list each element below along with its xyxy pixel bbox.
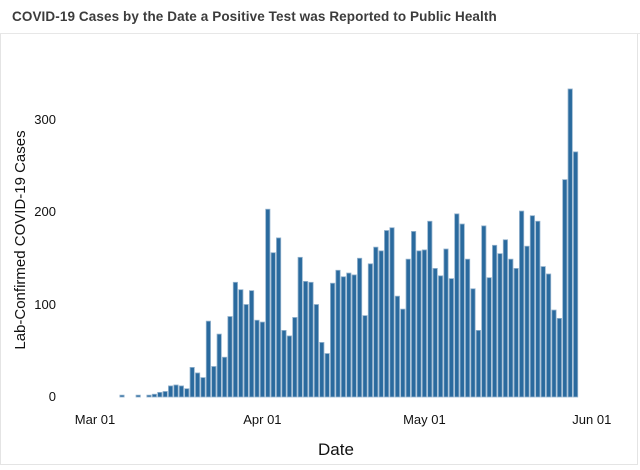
y-tick-label: 200 — [34, 204, 56, 219]
bar — [173, 384, 179, 398]
bar — [411, 231, 417, 398]
bar — [421, 249, 427, 398]
bar — [243, 304, 249, 398]
bar — [551, 309, 557, 398]
bar — [465, 258, 471, 398]
bar — [475, 329, 481, 398]
bar — [162, 391, 168, 398]
bar — [146, 394, 152, 398]
bar — [189, 366, 195, 398]
bar — [286, 335, 292, 398]
bar — [389, 227, 395, 398]
bar — [211, 366, 217, 398]
bar — [438, 275, 444, 398]
bar — [303, 280, 309, 398]
bar — [508, 258, 514, 398]
x-tick-label: Mar 01 — [74, 412, 116, 427]
bar — [497, 253, 503, 398]
bar — [259, 321, 265, 398]
bar — [200, 377, 206, 398]
bar — [378, 250, 384, 398]
bar — [529, 215, 535, 398]
bar — [195, 372, 201, 398]
bar — [178, 385, 184, 398]
bar — [573, 151, 579, 398]
bar — [384, 230, 390, 398]
bar — [351, 274, 357, 398]
bar — [340, 276, 346, 398]
bar — [205, 320, 211, 398]
bar — [276, 237, 282, 398]
bar — [481, 225, 487, 398]
x-axis-title: Date — [318, 440, 354, 459]
bar — [427, 220, 433, 398]
bar — [292, 317, 298, 398]
bar — [119, 394, 125, 398]
bar — [556, 317, 562, 398]
chart-title: COVID-19 Cases by the Date a Positive Te… — [12, 9, 497, 24]
bar — [405, 258, 411, 398]
x-tick-label: Apr 01 — [243, 412, 282, 427]
bar — [367, 263, 373, 398]
y-tick-label: 0 — [48, 389, 56, 404]
bar — [513, 268, 519, 398]
bar — [157, 391, 163, 398]
bar — [151, 393, 157, 398]
bar — [254, 319, 260, 398]
bar — [502, 239, 508, 398]
bar — [346, 272, 352, 398]
bar — [297, 256, 303, 398]
bar — [227, 316, 233, 398]
bar — [216, 333, 222, 398]
x-tick-label: Jun 01 — [572, 412, 612, 427]
bar — [313, 304, 319, 398]
x-tick-label: May 01 — [403, 412, 446, 427]
bar — [540, 266, 546, 398]
bar — [184, 388, 190, 398]
bar — [135, 394, 141, 398]
bar — [432, 268, 438, 398]
bar — [265, 208, 271, 398]
bar — [443, 248, 449, 398]
bar — [373, 246, 379, 398]
bar — [249, 290, 255, 398]
bar — [535, 220, 541, 398]
bar — [486, 277, 492, 398]
bar — [238, 289, 244, 398]
bar — [222, 356, 228, 398]
bar — [400, 308, 406, 398]
chart-header: COVID-19 Cases by the Date a Positive Te… — [0, 0, 640, 34]
bar — [330, 282, 336, 398]
bar — [524, 245, 530, 398]
bar — [362, 315, 368, 398]
bar — [281, 329, 287, 398]
bar — [416, 250, 422, 398]
bar — [168, 385, 174, 398]
bar — [567, 88, 573, 398]
bar — [459, 223, 465, 398]
bar — [357, 257, 363, 398]
bar — [319, 342, 325, 398]
bar — [519, 210, 525, 398]
bar — [335, 269, 341, 398]
bar — [562, 179, 568, 398]
y-tick-label: 100 — [34, 296, 56, 312]
bar — [308, 281, 314, 398]
bar — [270, 252, 276, 398]
bar — [324, 353, 330, 398]
bar — [448, 278, 454, 398]
bar — [492, 244, 498, 398]
bar — [232, 281, 238, 398]
y-tick-label: 300 — [34, 111, 56, 127]
bar — [454, 213, 460, 398]
bar — [546, 273, 552, 398]
bar — [470, 288, 476, 398]
bar — [394, 295, 400, 398]
